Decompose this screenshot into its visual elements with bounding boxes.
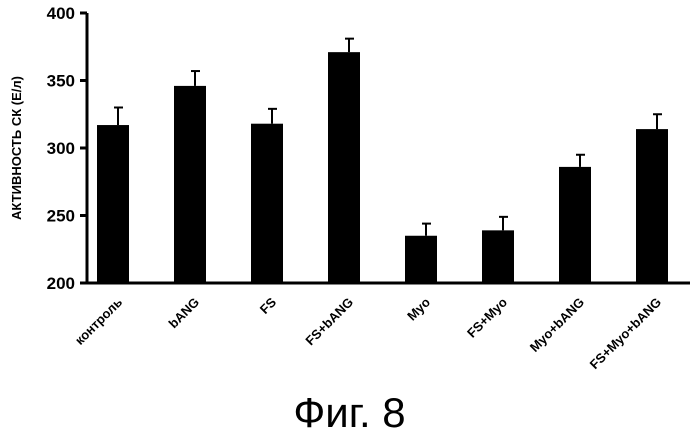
error-bars bbox=[114, 37, 662, 236]
bar-chart: 200 250 300 350 400 контроль bANG FS FS+bANG Myo… bbox=[9, 4, 690, 372]
x-tick-label: контроль bbox=[72, 295, 125, 348]
bar bbox=[482, 230, 514, 283]
bar bbox=[405, 235, 437, 283]
x-tick-label: bANG bbox=[165, 295, 202, 332]
bar bbox=[328, 52, 360, 284]
bars bbox=[97, 52, 668, 284]
bar bbox=[97, 125, 129, 283]
category-labels: контроль bANG FS FS+bANG Myo FS+Myo Myo+bANG FS… bbox=[72, 294, 664, 372]
y-axis-title: АКТИВНОСТЬ СК (Е/л) bbox=[9, 76, 24, 220]
y-axis: 200 250 300 350 400 bbox=[47, 4, 89, 293]
bar bbox=[251, 123, 283, 283]
y-tick-label: 400 bbox=[47, 4, 75, 23]
bar bbox=[174, 85, 206, 284]
y-tick-label: 200 bbox=[47, 274, 75, 293]
bar bbox=[636, 129, 668, 283]
x-tick-label: FS bbox=[257, 294, 280, 317]
x-tick-label: FS+bANG bbox=[302, 295, 356, 349]
bar bbox=[559, 166, 591, 283]
figure-caption: Фиг. 8 bbox=[293, 389, 406, 436]
y-tick-label: 300 bbox=[47, 139, 75, 158]
y-tick-label: 350 bbox=[47, 72, 75, 91]
x-tick-label: FS+Myo bbox=[464, 294, 510, 340]
x-tick-label: Myo+bANG bbox=[527, 295, 587, 355]
x-tick-label: Myo bbox=[404, 294, 433, 323]
y-tick-label: 250 bbox=[47, 207, 75, 226]
x-tick-label: FS+Myo+bANG bbox=[587, 295, 665, 373]
